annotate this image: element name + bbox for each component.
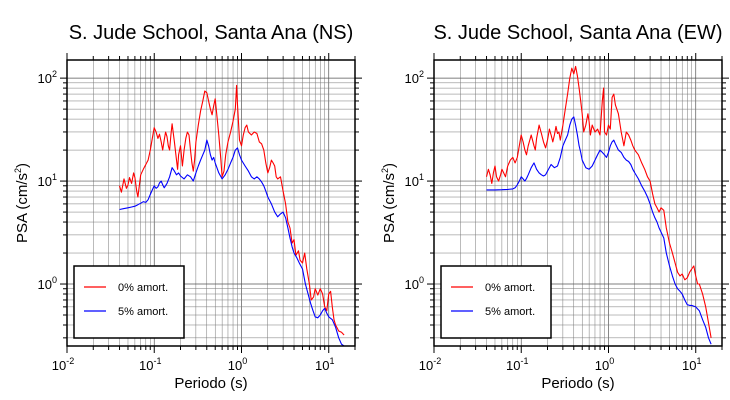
plot-frame [66, 59, 356, 347]
legend-label-1: 5% amort. [118, 306, 168, 318]
chart-ew: S. Jude School, Santa Ana (EW) 10-2 10-1 1… [380, 22, 729, 392]
legend-box [73, 265, 185, 339]
legend-label-0: 0% amort. [485, 282, 535, 294]
legend-label-0: 0% amort. [118, 282, 168, 294]
x-tick-label: 10-1 [506, 356, 528, 373]
y-tick-label: 101 [405, 172, 424, 189]
y-tick-label: 102 [405, 69, 424, 86]
y-tick-label: 100 [38, 275, 57, 292]
y-axis-label: PSA (cm/s2) [13, 163, 31, 243]
x-tick-label: 10-1 [139, 356, 161, 373]
series-line-0 [118, 84, 345, 336]
chart-ns: S. Jude School, Santa Ana (NS) 10-2 10-1 1… [13, 22, 362, 392]
x-tick-label: 101 [315, 356, 334, 373]
legend: 0% amort. 5% amort. [73, 265, 185, 339]
plot-frame [433, 59, 723, 347]
x-tick-label: 10-2 [419, 356, 441, 373]
series-line-0 [485, 65, 712, 338]
x-tick-label: 10-2 [52, 356, 74, 373]
y-tick-label: 101 [38, 172, 57, 189]
x-axis-label: Periodo (s) [174, 375, 247, 392]
series-line-1 [486, 116, 712, 345]
series-line-1 [119, 139, 345, 347]
x-tick-label: 100 [595, 356, 614, 373]
chart-title: S. Jude School, Santa Ana (NS) [69, 22, 354, 44]
legend-label-1: 5% amort. [485, 306, 535, 318]
y-tick-label: 102 [38, 69, 57, 86]
legend: 0% amort. 5% amort. [440, 265, 552, 339]
x-tick-label: 101 [682, 356, 701, 373]
x-tick-label: 100 [228, 356, 247, 373]
y-tick-label: 100 [405, 275, 424, 292]
chart-title: S. Jude School, Santa Ana (EW) [433, 22, 722, 44]
y-axis-label: PSA (cm/s2) [380, 163, 398, 243]
legend-box [440, 265, 552, 339]
x-axis-label: Periodo (s) [541, 375, 614, 392]
